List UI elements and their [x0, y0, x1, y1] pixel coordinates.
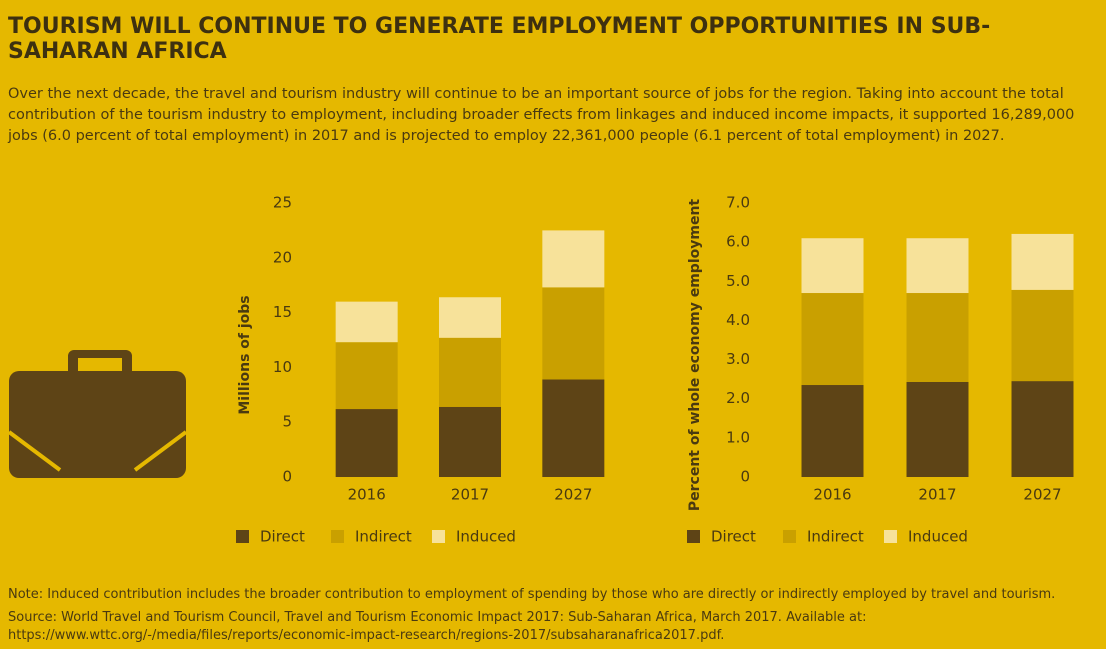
bar-segment: [439, 337, 501, 407]
bar-segment: [335, 342, 398, 410]
briefcase-icon: [7, 350, 188, 478]
y-tick-label: 0: [740, 468, 750, 486]
legend-swatch: [687, 530, 700, 543]
bar-segment: [542, 287, 605, 380]
y-axis-label: Millions of jobs: [237, 295, 253, 414]
y-tick-label: 7.0: [726, 194, 750, 212]
bar-segment: [801, 385, 864, 477]
y-tick-label: 10: [273, 358, 292, 376]
x-tick-label: 2016: [348, 486, 386, 504]
y-tick-label: 1.0: [726, 428, 750, 446]
legend-label: Induced: [908, 528, 968, 546]
bar-segment: [906, 381, 969, 477]
legend-label: Direct: [711, 528, 756, 546]
x-tick-label: 2017: [451, 486, 489, 504]
y-tick-label: 0: [282, 468, 292, 486]
y-tick-label: 20: [273, 248, 292, 266]
note: Note: Induced contribution includes the …: [8, 587, 1056, 602]
x-tick-label: 2016: [813, 486, 851, 504]
bar-segment: [439, 297, 501, 338]
source: Source: World Travel and Tourism Council…: [8, 610, 867, 643]
x-tick-label: 2017: [918, 486, 956, 504]
legend-swatch: [331, 530, 344, 543]
legend-swatch: [432, 530, 445, 543]
legend-label: Direct: [260, 528, 305, 546]
bar-segment: [439, 406, 501, 477]
bar-segment: [906, 238, 969, 294]
legend-swatch: [236, 530, 249, 543]
bar-segment: [335, 301, 398, 343]
y-tick-label: 3.0: [726, 350, 750, 368]
bar-segment: [542, 230, 605, 288]
bar-segment: [1011, 289, 1074, 382]
y-tick-label: 15: [273, 303, 292, 321]
y-tick-label: 5.0: [726, 272, 750, 290]
x-tick-label: 2027: [1023, 486, 1061, 504]
bar-segment: [906, 293, 969, 382]
y-axis-label: Percent of whole economy employment: [687, 199, 703, 512]
bar-segment: [801, 293, 864, 386]
legend-label: Induced: [456, 528, 516, 546]
y-tick-label: 2.0: [726, 389, 750, 407]
y-tick-label: 6.0: [726, 233, 750, 251]
bar-segment: [1011, 381, 1074, 477]
legend-label: Indirect: [807, 528, 864, 546]
y-tick-label: 25: [273, 194, 292, 212]
x-tick-label: 2027: [554, 486, 592, 504]
legend-label: Indirect: [355, 528, 412, 546]
bar-segment: [1011, 233, 1074, 290]
legend-swatch: [884, 530, 897, 543]
legend-swatch: [783, 530, 796, 543]
y-tick-label: 4.0: [726, 311, 750, 329]
y-tick-label: 5: [282, 413, 292, 431]
bar-segment: [335, 409, 398, 477]
bar-segment: [542, 379, 605, 477]
bar-segment: [801, 238, 864, 294]
title: TOURISM WILL CONTINUE TO GENERATE EMPLOY…: [8, 14, 991, 64]
description: Over the next decade, the travel and tou…: [8, 86, 1075, 144]
